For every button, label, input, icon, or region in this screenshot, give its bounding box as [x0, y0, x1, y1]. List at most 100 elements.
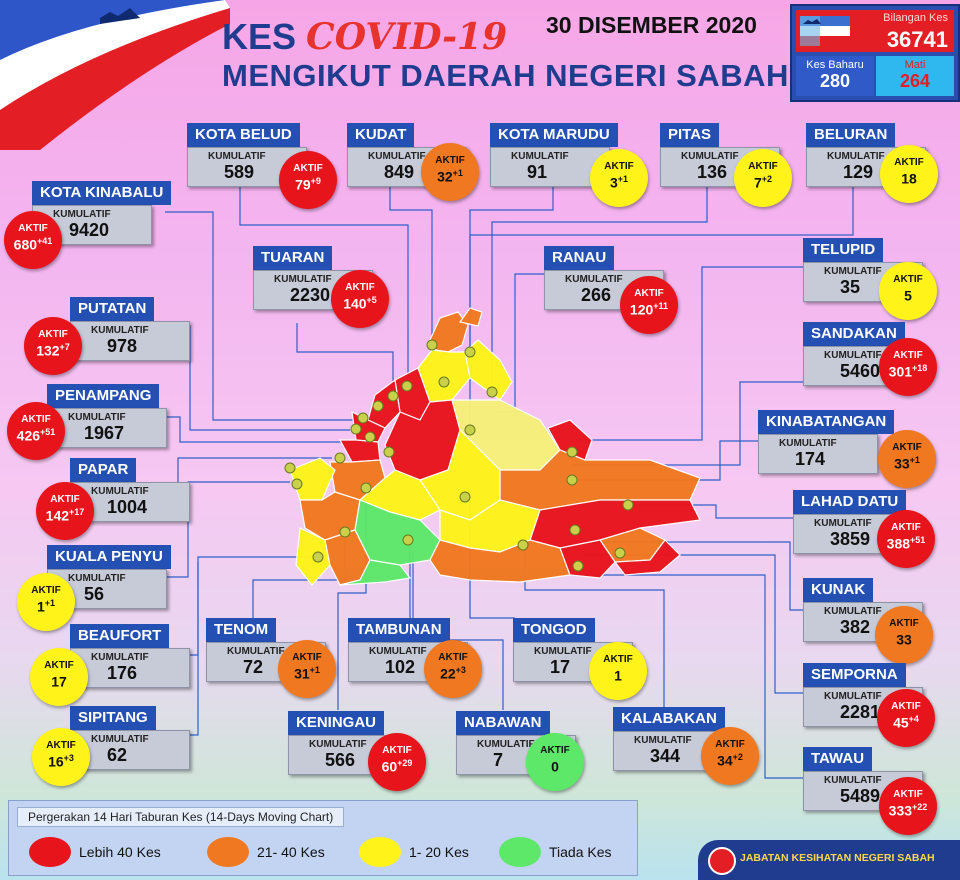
district-name: KOTA KINABALU [32, 181, 172, 205]
district-name: SANDAKAN [803, 322, 905, 346]
active-value: 17 [51, 673, 67, 690]
active-value: 1 [614, 667, 622, 684]
active-delta: +5 [366, 295, 377, 305]
cumulative-value: 91 [527, 162, 548, 182]
active-cases-bubble: AKTIF 3+1 [590, 149, 648, 207]
map-region-kudat-island [458, 307, 483, 327]
active-value-line: 142+17 [36, 507, 94, 524]
active-value: 33 [894, 455, 910, 472]
page-title: KES COVID-19 [222, 16, 507, 58]
active-value: 140 [343, 295, 367, 312]
cumulative-value: 72 [243, 657, 264, 677]
cumulative-value: 35 [840, 277, 861, 297]
sabah-flag-icon [800, 16, 850, 46]
cumulative-value: 9420 [69, 220, 110, 240]
cumulative-label: KUMULATIF [511, 151, 569, 162]
active-cases-bubble: AKTIF 0 [526, 733, 584, 791]
active-label: AKTIF [18, 223, 48, 234]
cumulative-value: 566 [325, 750, 356, 770]
active-delta: +29 [397, 758, 413, 768]
active-value: 18 [901, 170, 917, 187]
active-delta: +17 [69, 507, 85, 517]
active-delta: +1 [617, 174, 629, 184]
active-label: AKTIF [382, 745, 412, 756]
active-value-line: 16+3 [32, 753, 90, 770]
cumulative-label: KUMULATIF [824, 606, 882, 617]
cumulative-value: 7 [493, 750, 504, 770]
active-value: 16 [48, 753, 64, 770]
active-label: AKTIF [634, 288, 664, 299]
cumulative-value: 56 [84, 584, 105, 604]
active-cases-bubble: AKTIF 426+51 [7, 402, 65, 460]
cumulative-label: KUMULATIF [814, 518, 872, 529]
map-region-sandakan [547, 419, 593, 461]
cumulative-value: 849 [384, 162, 415, 182]
map-region-pitas [464, 339, 513, 401]
cumulative-value: 266 [581, 285, 612, 305]
active-label: AKTIF [715, 739, 745, 750]
active-label: AKTIF [21, 414, 51, 425]
cumulative-label: KUMULATIF [565, 274, 623, 285]
cumulative-label: KUMULATIF [824, 266, 882, 277]
district-name: TAMBUNAN [348, 618, 450, 642]
active-value-line: 120+11 [620, 301, 678, 318]
legend-label-red: Lebih 40 Kes [79, 844, 161, 860]
active-delta: +7 [59, 342, 70, 352]
active-value-line: 7+2 [734, 174, 792, 191]
cumulative-label: KUMULATIF [779, 438, 837, 449]
district-name: TONGOD [513, 618, 595, 642]
sabah-flag [0, 0, 230, 150]
active-value-line: 60+29 [368, 758, 426, 775]
page-subtitle: MENGIKUT DAERAH NEGERI SABAH [222, 58, 789, 93]
active-cases-bubble: AKTIF 301+18 [879, 338, 937, 396]
cumulative-value: 1967 [84, 423, 125, 443]
cumulative-value: 62 [107, 745, 128, 765]
cumulative-value: 3859 [830, 529, 871, 549]
cumulative-label: KUMULATIF [369, 646, 427, 657]
active-label: AKTIF [893, 350, 923, 361]
active-label: AKTIF [292, 652, 322, 663]
active-value-line: 333+22 [879, 802, 937, 819]
active-delta: +51 [40, 427, 56, 437]
cumulative-box: KUMULATIF 62 [70, 730, 190, 770]
district-name: KENINGAU [288, 711, 385, 735]
cumulative-value: 174 [795, 449, 826, 469]
active-cases-bubble: AKTIF 7+2 [734, 149, 792, 207]
active-label: AKTIF [438, 652, 468, 663]
active-delta: +3 [455, 665, 466, 675]
total-cases-label: Bilangan Kes [883, 12, 948, 24]
agency-name: JABATAN KESIHATAN NEGERI SABAH [740, 852, 935, 864]
cumulative-value: 17 [550, 657, 571, 677]
district-name: BELURAN [806, 123, 896, 147]
active-value-line: 3+1 [590, 174, 648, 191]
active-value-line: 140+5 [331, 295, 389, 312]
district-name: PENAMPANG [47, 384, 160, 408]
map-region-kuala-penyu [289, 457, 336, 501]
active-value-line: 301+18 [879, 363, 937, 380]
active-cases-bubble: AKTIF 22+3 [424, 640, 482, 698]
active-delta: +4 [908, 714, 919, 724]
district-name: SIPITANG [70, 706, 156, 730]
active-value: 301 [888, 363, 913, 380]
map-region-penampang [338, 439, 381, 463]
active-label: AKTIF [603, 654, 633, 665]
active-value: 33 [896, 631, 912, 648]
district-name: RANAU [544, 246, 615, 270]
active-value: 680 [13, 236, 38, 253]
district-name: KOTA BELUD [187, 123, 300, 147]
cumulative-label: KUMULATIF [91, 486, 149, 497]
legend-swatch-yellow [359, 837, 401, 867]
active-value: 426 [16, 427, 41, 444]
district-name: KUDAT [347, 123, 415, 147]
active-label: AKTIF [540, 745, 570, 756]
district-name: TAWAU [803, 747, 873, 771]
active-value: 132 [36, 342, 60, 359]
active-cases-bubble: AKTIF 32+1 [421, 143, 479, 201]
district-name: KUNAK [803, 578, 874, 602]
deaths-value: 264 [899, 71, 931, 91]
active-cases-bubble: AKTIF 120+11 [620, 276, 678, 334]
active-cases-bubble: AKTIF 34+2 [701, 727, 759, 785]
active-value: 142 [45, 507, 70, 524]
active-cases-bubble: AKTIF 1 [589, 642, 647, 700]
district-name: KALABAKAN [613, 707, 725, 731]
